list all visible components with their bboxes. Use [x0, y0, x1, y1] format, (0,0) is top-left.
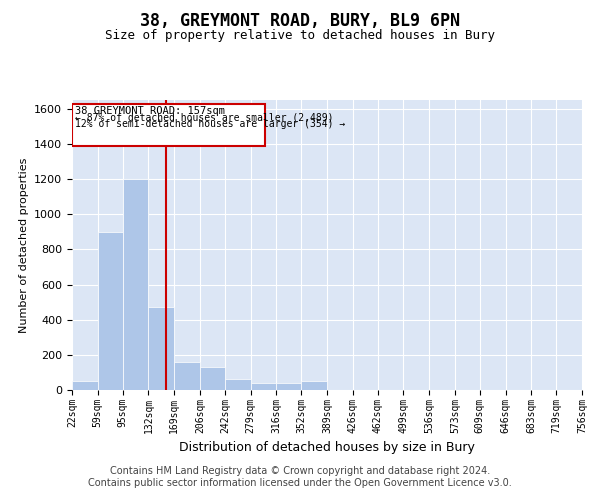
- Bar: [72, 381, 98, 390]
- Text: 38 GREYMONT ROAD: 157sqm: 38 GREYMONT ROAD: 157sqm: [75, 106, 225, 116]
- Text: Contains HM Land Registry data © Crown copyright and database right 2024.
Contai: Contains HM Land Registry data © Crown c…: [88, 466, 512, 487]
- X-axis label: Distribution of detached houses by size in Bury: Distribution of detached houses by size …: [179, 441, 475, 454]
- Bar: [251, 383, 276, 390]
- Text: Size of property relative to detached houses in Bury: Size of property relative to detached ho…: [105, 29, 495, 42]
- Bar: [148, 306, 174, 390]
- Text: 12% of semi-detached houses are larger (354) →: 12% of semi-detached houses are larger (…: [75, 119, 345, 129]
- Bar: [98, 232, 123, 390]
- Bar: [72, 104, 265, 146]
- Y-axis label: Number of detached properties: Number of detached properties: [19, 158, 29, 332]
- Bar: [301, 381, 327, 390]
- Bar: [225, 378, 251, 390]
- Text: 38, GREYMONT ROAD, BURY, BL9 6PN: 38, GREYMONT ROAD, BURY, BL9 6PN: [140, 12, 460, 30]
- Bar: [200, 367, 225, 390]
- Bar: [123, 179, 148, 390]
- Text: ← 87% of detached houses are smaller (2,489): ← 87% of detached houses are smaller (2,…: [75, 112, 333, 122]
- Bar: [174, 362, 200, 390]
- Bar: [276, 383, 301, 390]
